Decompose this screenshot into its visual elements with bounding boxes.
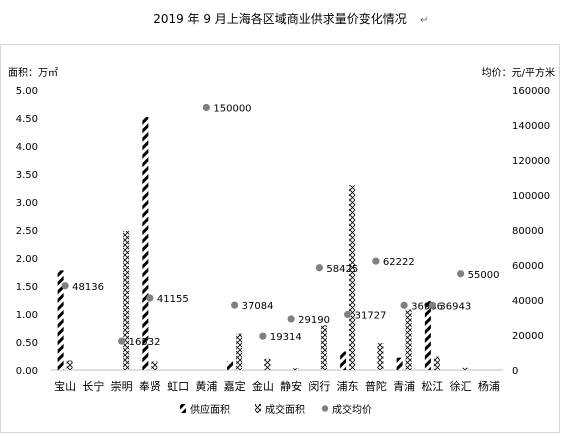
supply-bar (57, 270, 64, 370)
right-tick-label: 20000 (512, 331, 544, 342)
supply-bar (396, 357, 403, 370)
price-point (118, 337, 126, 345)
category-label: 黄浦 (195, 379, 217, 393)
legend-swatch-deal (255, 404, 261, 413)
left-tick-label: 1.50 (16, 282, 38, 293)
price-label: 36943 (439, 301, 471, 312)
supply-bar (227, 361, 234, 370)
category-label: 宝山 (54, 379, 76, 393)
legend-label: 成交面积 (265, 403, 305, 416)
deal-bar (462, 367, 469, 370)
price-point (372, 257, 380, 265)
price-point (202, 103, 210, 112)
right-tick-label: 120000 (512, 156, 550, 167)
deal-bar (264, 358, 271, 370)
price-point (287, 315, 295, 323)
left-tick-label: 4.00 (16, 142, 38, 153)
category-label: 嘉定 (224, 379, 246, 393)
price-point (457, 270, 465, 278)
category-label: 徐汇 (450, 379, 472, 393)
price-label: 41155 (157, 294, 189, 305)
right-tick-label: 60000 (512, 261, 544, 272)
legend: 供应面积 成交面积 成交均价 (180, 403, 372, 416)
category-label: 长宁 (82, 379, 104, 393)
deal-bar (66, 360, 73, 370)
chart-border (0, 44, 560, 433)
right-tick-label: 100000 (512, 191, 550, 202)
deal-bar (123, 231, 130, 370)
right-tick-label: 140000 (512, 121, 550, 132)
right-tick-label: 40000 (512, 296, 544, 307)
price-label: 29190 (298, 315, 330, 326)
price-point (61, 282, 69, 290)
left-tick-label: 5.00 (16, 86, 38, 97)
price-point (315, 264, 323, 272)
supply-bar (142, 116, 149, 370)
price-point (259, 332, 267, 340)
legend-label: 成交均价 (332, 403, 372, 416)
deal-bar (349, 185, 356, 370)
category-label: 虹口 (167, 380, 189, 393)
price-label: 31727 (355, 310, 387, 321)
deal-bar (433, 356, 440, 370)
deal-bar (292, 368, 299, 370)
left-tick-label: 4.50 (16, 114, 38, 125)
price-label: 55000 (468, 270, 500, 281)
price-label: 36986 (411, 301, 443, 312)
category-label: 杨浦 (478, 379, 500, 393)
price-point (428, 301, 436, 309)
left-tick-label: 3.50 (16, 170, 38, 181)
left-tick-label: 2.50 (16, 226, 38, 237)
category-label: 浦东 (337, 380, 359, 393)
price-point (146, 294, 154, 302)
category-label: 崇明 (111, 380, 133, 393)
category-label: 闵行 (308, 379, 330, 393)
title-mark: ↵ (420, 15, 428, 26)
right-tick-label: 160000 (512, 86, 550, 97)
legend-label: 供应面积 (190, 403, 230, 416)
deal-bar (377, 343, 384, 370)
left-tick-labels: 0.00 0.50 1.00 1.50 2.00 2.50 3.00 3.50 4.00 4.50… (16, 86, 38, 377)
legend-swatch-supply (180, 404, 186, 413)
deal-bar (320, 325, 327, 370)
price-point (344, 310, 352, 319)
legend-swatch-price (321, 405, 329, 412)
price-label: 62222 (383, 257, 415, 268)
chart-title: 2019 年 9 月上海各区域商业供求量价变化情况 (153, 11, 407, 26)
supply-bar (340, 351, 347, 370)
left-tick-label: 2.00 (16, 254, 38, 265)
category-label: 普陀 (365, 379, 387, 393)
category-label: 奉贤 (139, 379, 161, 393)
price-label: 16532 (129, 337, 161, 348)
price-label: 37084 (242, 301, 274, 312)
category-label: 静安 (280, 379, 302, 393)
left-tick-label: 0.00 (16, 366, 38, 377)
category-label: 松江 (421, 379, 443, 393)
left-axis-label: 面积：万㎡ (8, 67, 58, 79)
right-tick-label: 0 (512, 366, 518, 377)
deal-bar (405, 309, 412, 370)
right-tick-label: 80000 (512, 226, 544, 237)
right-tick-labels: 0 20000 40000 60000 80000 100000 120000 140000 1… (512, 86, 550, 377)
price-label: 19314 (270, 332, 302, 343)
price-label: 48136 (72, 282, 104, 293)
price-label: 58425 (326, 264, 358, 275)
left-tick-label: 3.00 (16, 198, 38, 209)
right-axis-label: 均价：元/平方米 (482, 66, 555, 79)
deal-bar (151, 361, 158, 370)
price-point (400, 301, 408, 309)
deal-bar (236, 333, 243, 370)
points-layer: 48136 16532 41155 150000 37084 19314 29190 5842… (61, 103, 500, 348)
supply-bar (424, 301, 431, 370)
category-label: 金山 (252, 379, 274, 393)
price-label: 150000 (213, 104, 251, 115)
bars-layer (57, 116, 469, 370)
left-tick-label: 1.00 (16, 310, 38, 321)
category-labels: 宝山 长宁 崇明 奉贤 虹口 黄浦 嘉定 金山 静安 闵行 浦东 普陀 青浦 松江 徐汇 杨浦 (54, 379, 500, 393)
price-point (231, 301, 239, 309)
left-tick-label: 0.50 (16, 338, 38, 349)
category-label: 青浦 (393, 380, 415, 393)
